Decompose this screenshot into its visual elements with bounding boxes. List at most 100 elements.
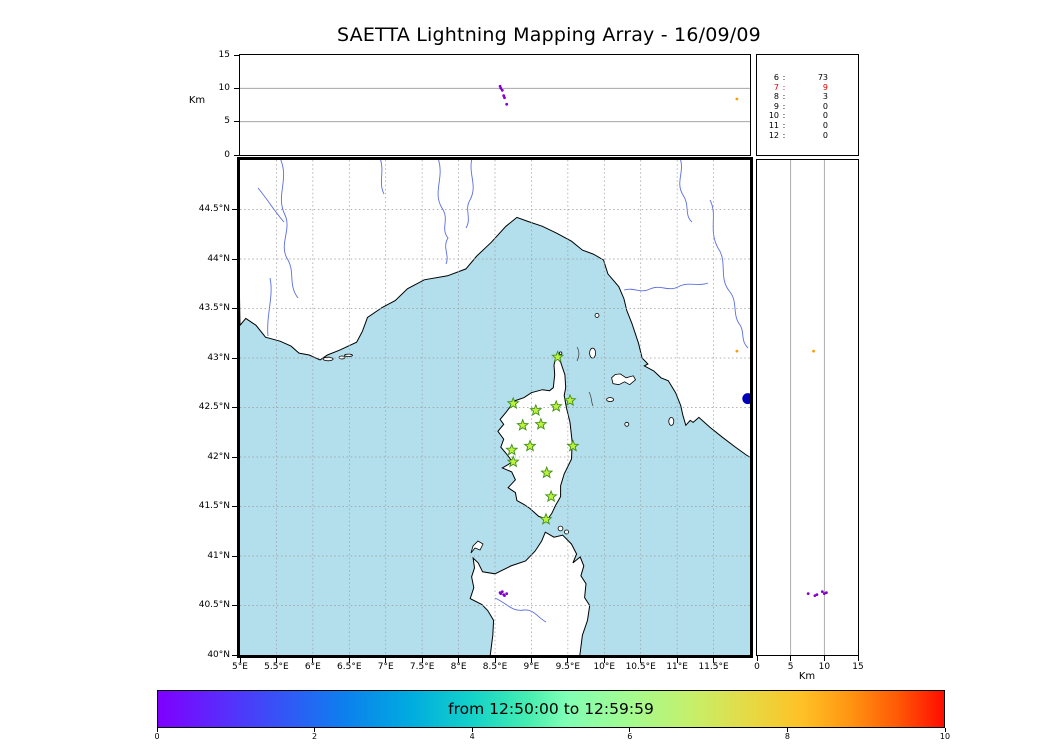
lon-tick-mark [676,658,678,663]
station-count-separator: : [782,111,786,121]
lightning-source-dot [505,592,509,595]
altitude-axis-label-left: Km [188,95,206,106]
lightning-source-dot [820,590,824,593]
lon-tick-mark [421,658,423,663]
lon-tick-mark [494,658,496,663]
lightning-source-dot [505,102,509,106]
altitude-tick-mark [234,154,239,156]
lon-tick-label: 6°E [304,662,321,672]
port-cros-island [338,355,346,360]
giglio-island [668,416,675,426]
station-count-separator: : [782,101,786,111]
lightning-source-dot [499,592,503,595]
figure-title: SAETTA Lightning Mapping Array - 16/09/0… [337,24,761,46]
lat-tick-label: 40°N [207,649,230,660]
altitude-tick-mark-right [756,656,758,661]
station-count-value: 3 [822,92,828,102]
lightning-source-dot [503,96,506,100]
station-count-separator: : [782,130,786,140]
pianosa-island [606,397,615,403]
lightning-source-dot [806,592,810,595]
lon-tick-label: 7°E [377,662,394,672]
islet-outline [588,391,594,407]
lightning-source-dot [500,88,504,92]
lon-tick-mark [530,658,532,663]
altitude-tick-label: 0 [224,149,230,160]
altitude-tick-mark [234,121,239,123]
lma-station-marker [566,439,580,452]
top-panel-lightning-points [498,84,739,106]
capraia-island [589,347,597,359]
lma-station-marker [506,455,520,468]
station-count-row: 10: 0 [757,111,858,121]
river [709,199,749,349]
station-count-value: 73 [817,73,828,82]
levant-island [344,353,353,357]
station-count-key: 6 [773,73,779,82]
colorbar-tick-mark [314,728,316,732]
colorbar-tick-label: 4 [469,732,475,741]
lat-tick-mark [232,407,237,408]
station-count-key: 8 [773,92,779,102]
lat-tick-mark [232,654,237,656]
colorbar-tick-mark [156,728,158,732]
lat-tick-label: 41.5°N [198,501,230,511]
station-count-separator: : [782,92,786,102]
lon-tick-label: 10.5°E [625,662,656,672]
mainland-coastline [240,160,750,458]
lma-station-marker [540,465,554,479]
lat-tick-mark [232,605,237,606]
station-count-key: 10 [768,111,779,121]
station-count-key: 9 [773,101,779,111]
river [465,160,474,229]
altitude-tick-label-right: 15 [852,662,864,672]
lat-tick-mark [232,258,237,260]
islet-outline [576,346,580,362]
station-count-value: 0 [822,130,828,140]
river [280,160,299,299]
lma-station-marker [551,350,565,363]
station-count-row: 8: 3 [757,92,858,102]
caprera-island [564,529,569,535]
altitude-tick-mark [234,54,239,56]
lightning-source-dot [822,592,826,595]
lon-tick-mark [348,658,350,663]
station-count-row: 7: 9 [757,83,858,93]
station-count-separator: : [782,120,786,130]
lon-tick-label: 8.5°E [482,662,508,672]
lma-station-marker [563,393,577,407]
lon-tick-mark [275,658,277,663]
lon-tick-mark [567,658,569,663]
lightning-source-dot [499,86,503,90]
station-count-value: 0 [822,101,828,111]
colorbar-tick-label: 0 [154,732,160,741]
maddalena-island [557,525,564,532]
station-count-value: 9 [822,82,828,92]
lat-tick-label: 40.5°N [198,600,230,610]
rivers [257,160,749,623]
colorbar-tick-mark [786,728,788,732]
montecristo-island [624,421,630,427]
lon-tick-label: 11.5°E [698,662,729,672]
lon-tick-label: 11°E [666,662,688,672]
colorbar-tick-label: 8 [784,732,790,741]
lon-tick-mark [312,658,314,663]
lat-tick-label: 42.5°N [198,402,230,412]
lon-tick-label: 9.5°E [555,662,581,672]
lon-tick-label: 8°E [450,662,467,672]
station-count-key: 11 [768,120,779,130]
altitude-tick-mark-right [790,656,792,661]
lon-tick-label: 5.5°E [264,662,289,672]
lma-station-marker [534,417,548,430]
station-count-list: 6:73 7:9 8:3 9:0 10:0 11:0 12:0 [757,73,858,140]
lat-tick-mark [232,555,237,557]
station-count-value: 0 [822,111,828,121]
river [437,160,449,265]
elba-island [611,373,637,386]
lon-tick-mark [713,658,715,663]
altitude-vs-latitude-panel [756,159,859,656]
station-count-row: 6: 73 [757,73,858,83]
altitude-vs-longitude-panel [239,54,751,156]
map-lightning-points [498,349,750,597]
